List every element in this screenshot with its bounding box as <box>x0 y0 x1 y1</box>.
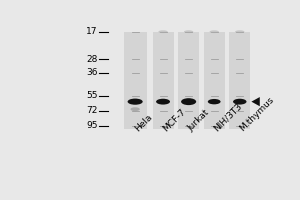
Text: NIH/3T3: NIH/3T3 <box>212 102 244 133</box>
Text: MCF-7: MCF-7 <box>161 107 187 133</box>
Ellipse shape <box>181 98 196 105</box>
Text: 55: 55 <box>86 91 98 100</box>
Ellipse shape <box>235 30 244 33</box>
FancyBboxPatch shape <box>153 32 173 129</box>
Ellipse shape <box>158 30 168 33</box>
FancyBboxPatch shape <box>229 32 250 129</box>
Ellipse shape <box>209 30 219 33</box>
Text: 28: 28 <box>87 55 98 64</box>
FancyBboxPatch shape <box>204 32 225 129</box>
Ellipse shape <box>208 99 220 104</box>
Ellipse shape <box>128 99 143 105</box>
Text: M.thymus: M.thymus <box>238 96 275 133</box>
Ellipse shape <box>156 99 170 105</box>
Ellipse shape <box>130 107 140 111</box>
Polygon shape <box>251 97 260 106</box>
Ellipse shape <box>184 30 193 33</box>
Text: Jurkat: Jurkat <box>186 108 211 133</box>
FancyBboxPatch shape <box>124 32 147 129</box>
Text: Hela: Hela <box>133 112 154 133</box>
Text: 95: 95 <box>86 121 98 130</box>
Text: 72: 72 <box>87 106 98 115</box>
FancyBboxPatch shape <box>178 32 199 129</box>
Text: 36: 36 <box>86 68 98 77</box>
Ellipse shape <box>233 99 247 105</box>
Text: 17: 17 <box>86 27 98 36</box>
